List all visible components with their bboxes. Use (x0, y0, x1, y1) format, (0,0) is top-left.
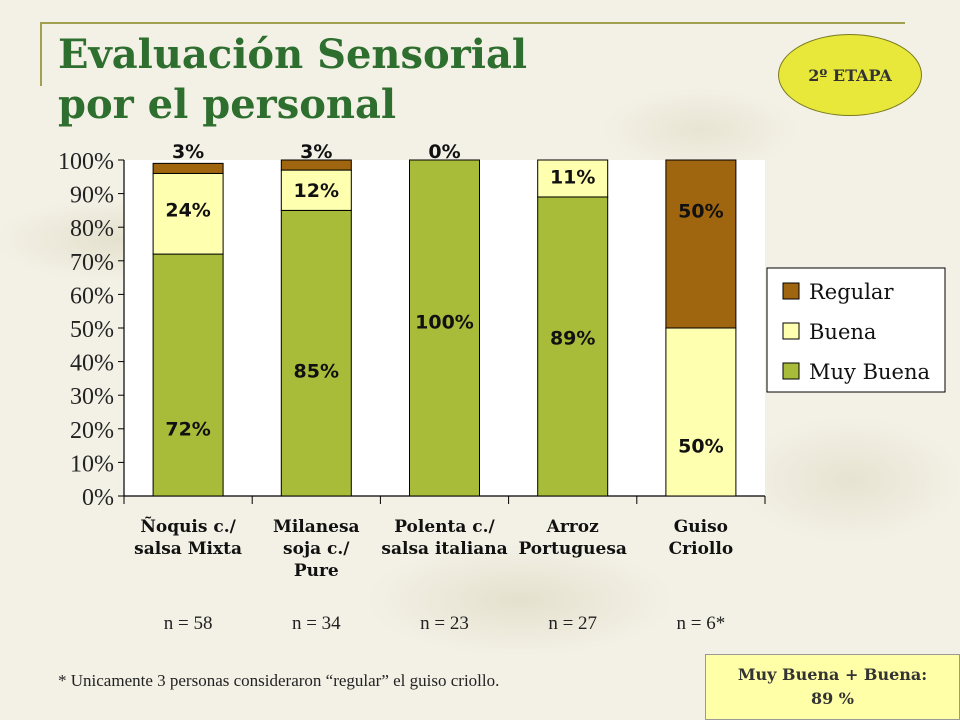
category-label: Polenta c./ (394, 517, 495, 537)
y-tick-label: 50% (70, 317, 114, 343)
left-rule (40, 22, 42, 86)
sample-size-label: n = 6* (677, 613, 726, 634)
legend-swatch (782, 282, 800, 300)
bar-regular (665, 159, 737, 329)
data-label: 85% (294, 360, 339, 382)
data-label: 3% (300, 141, 332, 163)
page-title: Evaluación Sensorial por el personal (58, 30, 527, 130)
summary-box: Muy Buena + Buena: 89 % (705, 654, 960, 720)
top-rule (40, 22, 905, 24)
bar-regular (280, 159, 352, 171)
data-label: 12% (294, 180, 339, 202)
y-tick-label: 80% (70, 216, 114, 242)
category-label: Pure (294, 561, 339, 581)
summary-line-2: 89 % (810, 689, 855, 708)
y-tick-label: 90% (70, 183, 114, 209)
y-tick-label: 70% (70, 250, 114, 276)
bar-regular (152, 162, 224, 174)
data-label: 100% (415, 311, 474, 333)
y-tick-label: 30% (70, 384, 114, 410)
category-label: Guiso (674, 517, 728, 537)
y-tick-label: 10% (70, 451, 114, 477)
category-label: Ñoquis c./ (140, 515, 236, 537)
data-label: 72% (165, 418, 210, 440)
data-label: 50% (678, 200, 723, 222)
sample-size-label: n = 27 (548, 613, 597, 634)
category-label: salsa italiana (381, 539, 507, 559)
data-label: 50% (678, 436, 723, 458)
sample-size-label: n = 34 (292, 613, 341, 634)
legend-label: Buena (809, 320, 876, 344)
data-label: 89% (550, 328, 595, 350)
legend-label: Regular (809, 280, 894, 304)
bar-muy-buena (280, 209, 352, 497)
y-tick-label: 20% (70, 418, 114, 444)
category-label: Arroz (546, 517, 599, 537)
bar-muy-buena (409, 159, 480, 497)
legend-swatch (782, 322, 800, 340)
data-label: 0% (428, 141, 460, 163)
category-label: soja c./ (283, 539, 350, 559)
bar-buena (152, 172, 224, 255)
category-label: Criollo (669, 539, 734, 559)
footnote: * Unicamente 3 personas consideraron “re… (58, 671, 500, 690)
data-label: 24% (165, 200, 210, 222)
legend-label: Muy Buena (809, 360, 930, 384)
bar-buena (537, 159, 609, 198)
title-line-1: Evaluación Sensorial (58, 31, 528, 78)
sample-size-label: n = 23 (420, 613, 469, 634)
title-line-2: por el personal (58, 81, 397, 128)
summary-line-1: Muy Buena + Buena: (737, 665, 928, 684)
category-label: Portuguesa (518, 539, 626, 559)
bar-muy-buena (152, 253, 224, 497)
category-label: Milanesa (273, 517, 360, 537)
y-tick-label: 40% (70, 351, 114, 377)
sample-size-label: n = 58 (164, 613, 213, 634)
bar-buena (665, 327, 737, 497)
category-label: salsa Mixta (134, 539, 242, 559)
stage-badge: 2º ETAPA (778, 34, 922, 116)
data-label: 3% (172, 141, 204, 163)
y-tick-label: 100% (58, 149, 114, 175)
y-tick-label: 60% (70, 283, 114, 309)
legend-swatch (782, 362, 800, 380)
data-label: 11% (550, 167, 595, 189)
y-tick-label: 0% (82, 485, 114, 511)
